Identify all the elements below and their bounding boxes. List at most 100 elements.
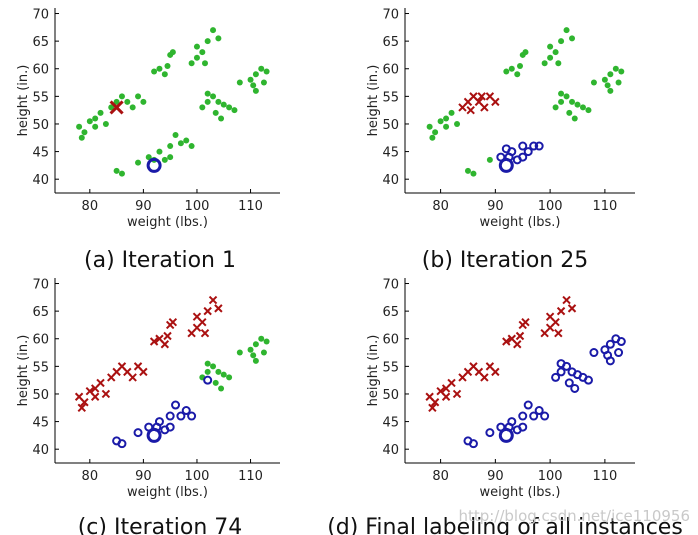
- series-x: [458, 92, 500, 115]
- data-point: [78, 134, 85, 141]
- data-point: [203, 306, 212, 316]
- x-tick-label: 110: [238, 469, 263, 484]
- data-point: [218, 115, 225, 122]
- data-point: [466, 105, 475, 115]
- data-point: [541, 60, 548, 67]
- y-tick-label: 40: [32, 443, 49, 458]
- data-point: [612, 65, 619, 72]
- data-point: [258, 65, 265, 72]
- chart-panel-2: 40 45 50 55 60 65 70 80 90 100 110 weight (lbs.) hei…: [366, 8, 635, 273]
- data-point: [187, 411, 197, 421]
- data-point: [163, 331, 172, 341]
- y-axis-label: height (in.): [366, 335, 381, 407]
- y-tick-label: 65: [32, 305, 49, 320]
- series-dot: [426, 27, 625, 177]
- series-dot: [76, 27, 270, 177]
- data-point: [566, 109, 573, 116]
- data-point: [615, 79, 622, 86]
- data-point: [210, 93, 217, 100]
- series-x: [74, 295, 223, 412]
- data-point: [214, 304, 223, 313]
- data-point: [204, 38, 211, 45]
- y-tick-label: 50: [382, 388, 399, 403]
- data-point: [604, 82, 611, 89]
- data-point: [220, 371, 227, 378]
- data-point: [452, 389, 462, 399]
- data-point: [252, 341, 259, 348]
- y-tick-label: 50: [382, 118, 399, 133]
- data-point: [564, 378, 574, 388]
- data-point: [76, 123, 83, 130]
- y-tick-label: 55: [382, 90, 399, 105]
- chart-panel-3: 40 45 50 55 60 65 70 80 90 100 110 weight (lbs.) hei…: [16, 278, 280, 535]
- data-point: [432, 129, 439, 136]
- data-point: [113, 98, 120, 105]
- x-tick-label: 100: [538, 199, 563, 214]
- data-point: [554, 329, 563, 338]
- y-tick-label: 45: [32, 146, 49, 161]
- data-point: [486, 156, 493, 163]
- data-point: [518, 141, 528, 151]
- data-point: [556, 306, 566, 316]
- data-point: [522, 49, 529, 56]
- data-point: [168, 317, 178, 327]
- data-point: [521, 317, 530, 327]
- y-tick-label: 55: [382, 360, 399, 375]
- data-point: [518, 411, 528, 421]
- data-point: [529, 141, 539, 151]
- data-point: [603, 350, 613, 360]
- data-point: [508, 65, 515, 72]
- x-tick-label: 100: [538, 469, 563, 484]
- data-point: [585, 107, 592, 114]
- data-point: [426, 123, 433, 130]
- x-axis-label: weight (lbs.): [480, 215, 561, 230]
- data-point: [430, 398, 440, 407]
- data-point: [199, 104, 206, 111]
- data-point: [555, 60, 562, 67]
- x-tick-label: 90: [135, 199, 152, 214]
- data-point: [108, 104, 115, 111]
- data-point: [583, 375, 593, 385]
- y-tick-label: 65: [382, 305, 399, 320]
- data-point: [171, 400, 181, 410]
- data-point: [454, 120, 461, 127]
- data-point: [212, 109, 219, 116]
- data-point: [540, 411, 550, 421]
- data-point: [102, 120, 109, 127]
- data-point: [204, 360, 211, 367]
- data-point: [183, 137, 190, 144]
- data-point: [252, 87, 259, 94]
- y-tick-label: 70: [382, 8, 399, 23]
- x-tick-label: 90: [487, 469, 504, 484]
- y-tick-label: 65: [32, 35, 49, 50]
- y-tick-label: 45: [382, 416, 399, 431]
- data-point: [260, 349, 267, 356]
- data-point: [485, 428, 495, 438]
- x-tick-label: 80: [432, 469, 449, 484]
- data-point: [507, 417, 517, 427]
- data-point: [571, 115, 578, 122]
- y-tick-label: 60: [382, 63, 399, 78]
- data-point: [518, 152, 528, 162]
- series-x: [109, 100, 124, 115]
- data-point: [176, 411, 186, 421]
- x-axis-label: weight (lbs.): [480, 485, 561, 500]
- y-tick-label: 70: [32, 8, 49, 23]
- data-point: [252, 357, 259, 364]
- data-point: [556, 359, 566, 369]
- data-point: [204, 90, 211, 97]
- data-point: [193, 43, 200, 50]
- data-point: [607, 87, 614, 94]
- data-point: [210, 363, 217, 370]
- panel-caption: (d) Final labeling of all instances: [327, 515, 683, 535]
- data-point: [517, 62, 523, 69]
- data-point: [181, 406, 191, 416]
- data-point: [86, 118, 93, 125]
- data-point: [252, 71, 259, 78]
- data-point: [260, 79, 267, 86]
- data-point: [480, 373, 489, 382]
- data-point: [90, 392, 100, 401]
- data-point: [552, 104, 559, 111]
- data-point: [160, 340, 170, 349]
- data-point: [146, 157, 162, 173]
